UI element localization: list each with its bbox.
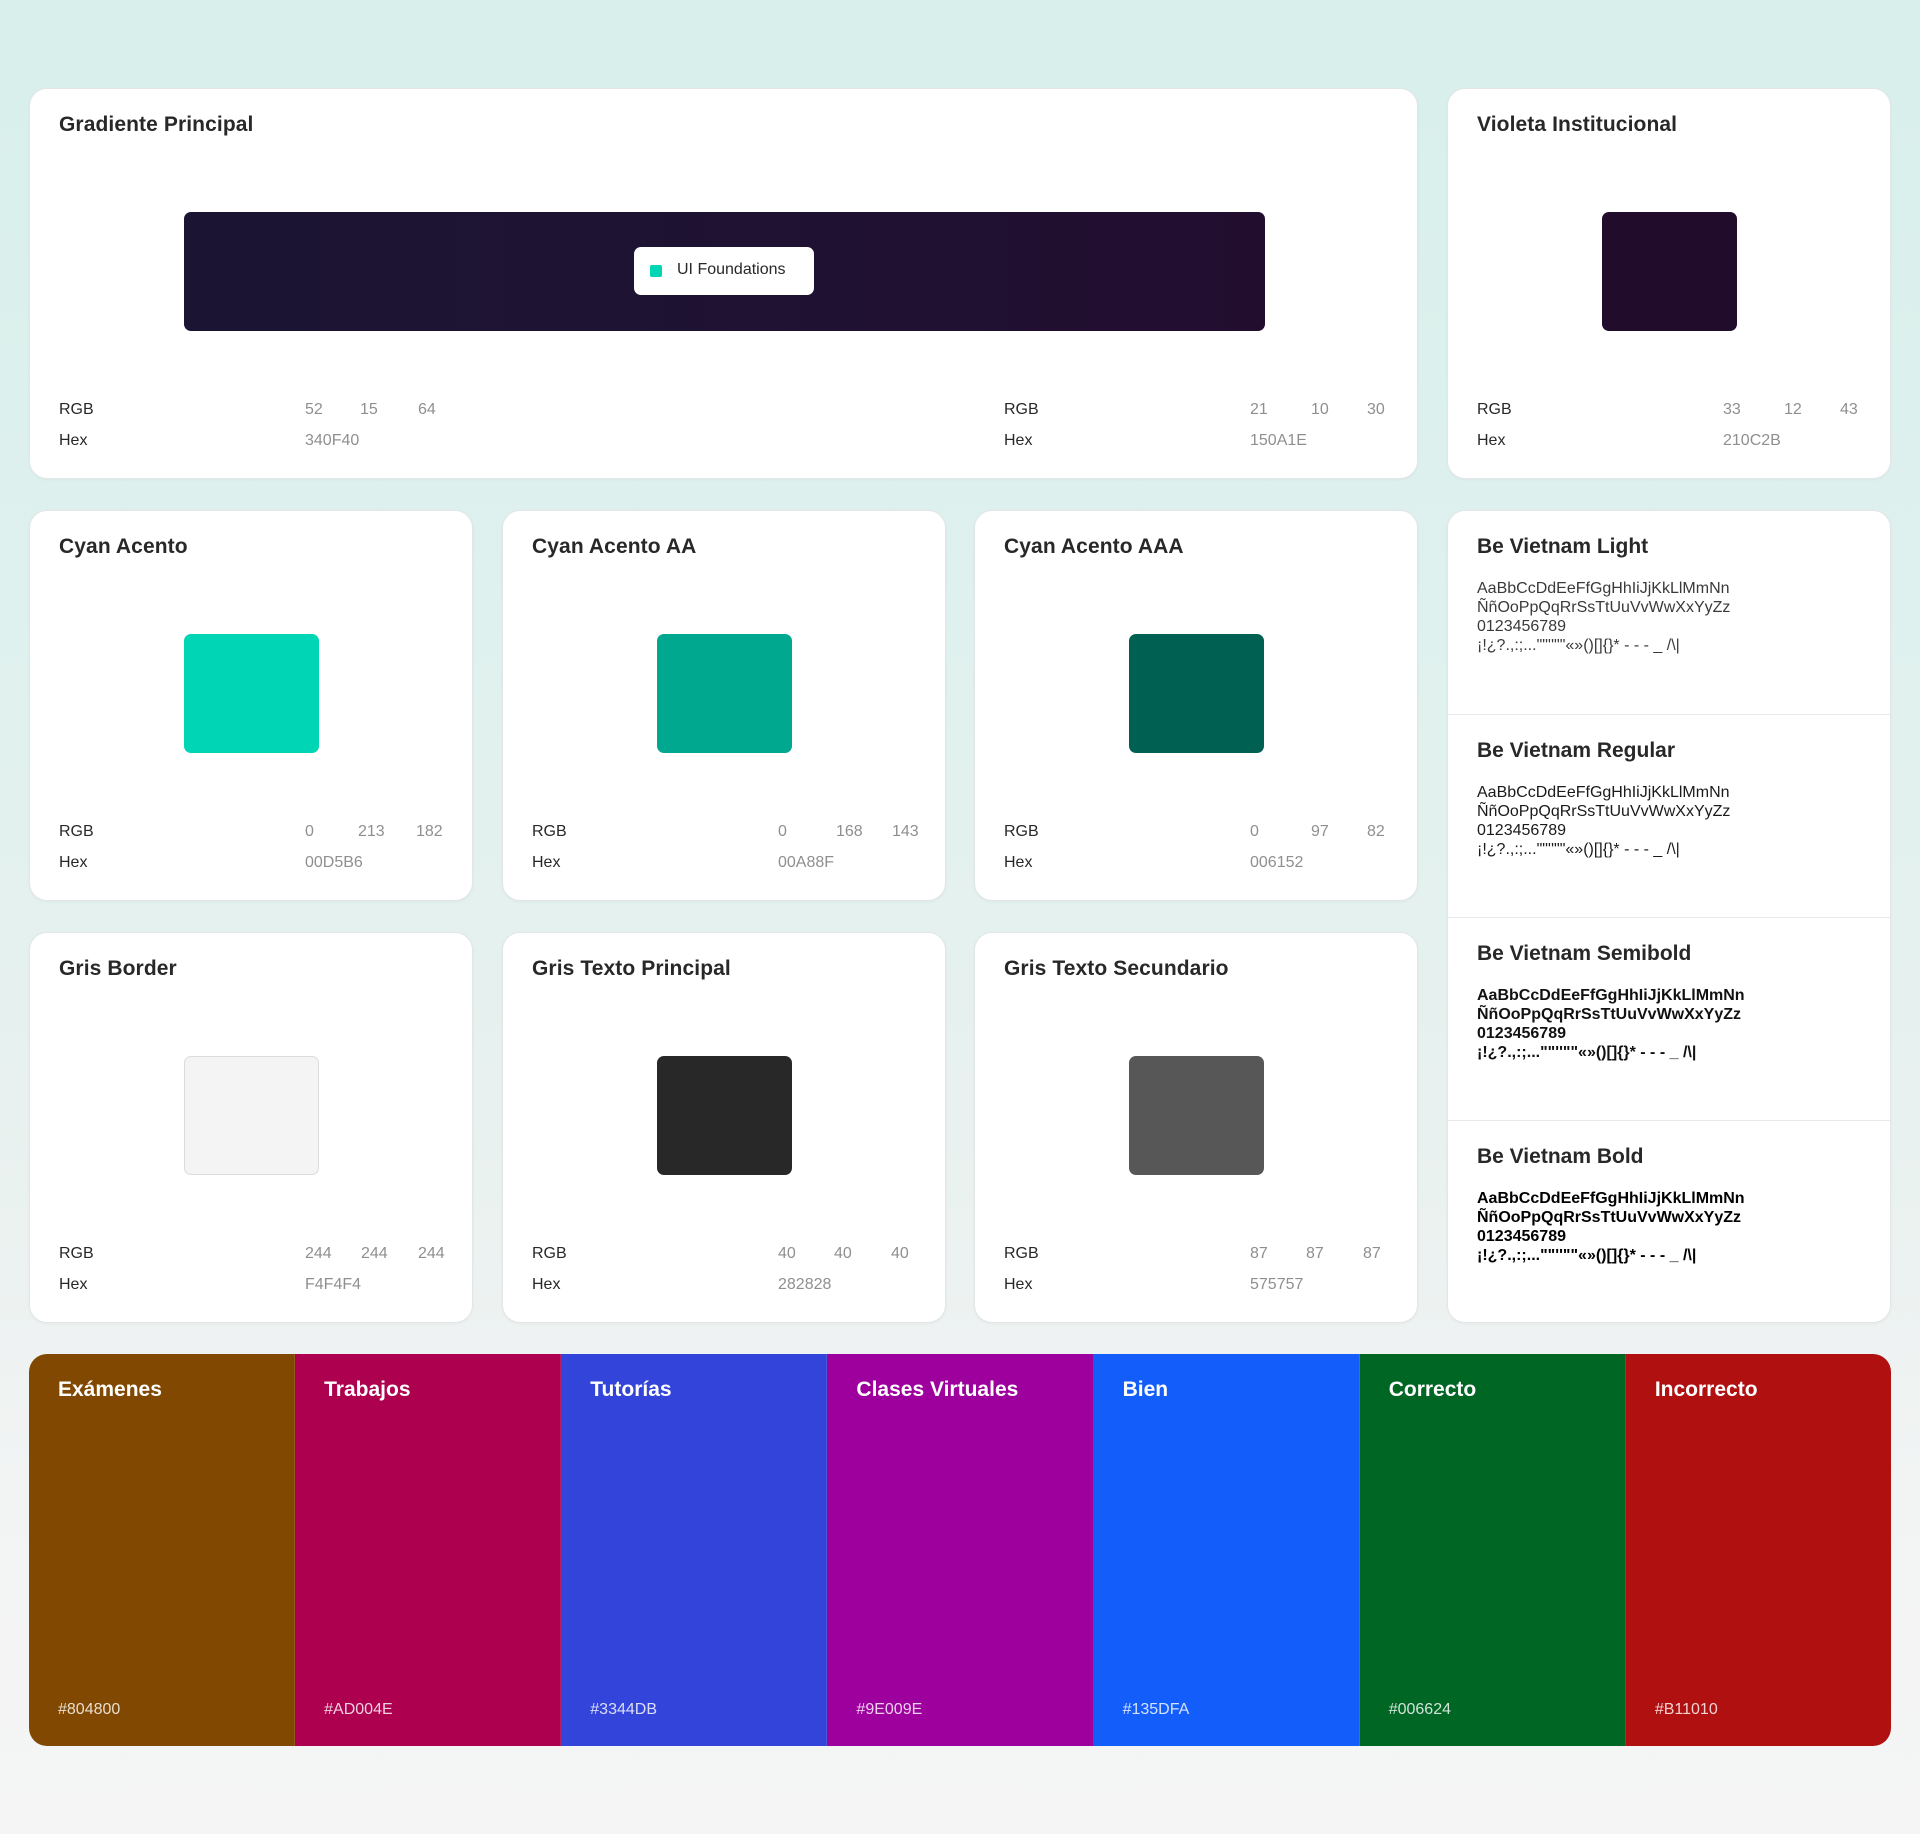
color-card-cyan-aa: Cyan Acento AA RGB 0 168 143 Hex 00A88F	[502, 510, 946, 901]
type-section-bold: Be Vietnam Bold AaBbCcDdEeFfGgHhIiJjKkLl…	[1448, 1121, 1890, 1324]
card-title: Cyan Acento AA	[532, 535, 697, 558]
color-swatch	[184, 1056, 319, 1175]
category-trabajos: Trabajos #AD004E	[295, 1354, 562, 1746]
category-incorrecto: Incorrecto #B11010	[1625, 1354, 1891, 1746]
color-swatch	[1129, 634, 1264, 753]
category-hex: #B11010	[1654, 1701, 1718, 1718]
type-sample: AaBbCcDdEeFfGgHhIiJjKkLlMmNn ÑñOoPpQqRrS…	[1477, 580, 1731, 654]
hex-row: Hex 00A88F	[532, 854, 835, 871]
hex-row: Hex 282828	[532, 1276, 832, 1293]
color-swatch	[1129, 1056, 1264, 1175]
gradient-card: Gradiente Principal UI Foundations RGB 5…	[29, 88, 1418, 479]
type-sample: AaBbCcDdEeFfGgHhIiJjKkLlMmNn ÑñOoPpQqRrS…	[1477, 784, 1731, 858]
hex-row: Hex 210C2B	[1477, 432, 1781, 449]
type-title: Be Vietnam Semibold	[1477, 942, 1692, 965]
category-name: Correcto	[1388, 1378, 1477, 1401]
type-section-regular: Be Vietnam Regular AaBbCcDdEeFfGgHhIiJjK…	[1448, 715, 1890, 918]
type-title: Be Vietnam Regular	[1477, 739, 1676, 762]
rgb-row: RGB 40 40 40	[532, 1245, 909, 1262]
category-name: Clases Virtuales	[856, 1378, 1019, 1401]
category-name: Trabajos	[324, 1378, 411, 1401]
hex-row: Hex 006152	[1004, 854, 1304, 871]
color-swatch	[1602, 212, 1737, 331]
category-hex: #135DFA	[1122, 1701, 1190, 1718]
color-swatch	[184, 634, 319, 753]
category-clases-virtuales: Clases Virtuales #9E009E	[827, 1354, 1094, 1746]
category-hex: #006624	[1388, 1701, 1451, 1718]
card-title: Gradiente Principal	[59, 113, 254, 136]
category-tutorias: Tutorías #3344DB	[561, 1354, 828, 1746]
category-name: Exámenes	[58, 1378, 162, 1401]
color-swatch	[657, 634, 792, 753]
category-hex: #3344DB	[590, 1701, 657, 1718]
card-title: Cyan Acento	[59, 535, 188, 558]
type-sample: AaBbCcDdEeFfGgHhIiJjKkLlMmNn ÑñOoPpQqRrS…	[1477, 1190, 1745, 1264]
rgb-row-start: RGB 52 15 64	[59, 401, 436, 418]
hex-row: Hex F4F4F4	[59, 1276, 362, 1293]
card-title: Gris Texto Principal	[532, 957, 731, 980]
type-section-light: Be Vietnam Light AaBbCcDdEeFfGgHhIiJjKkL…	[1448, 511, 1890, 715]
card-title: Gris Border	[59, 957, 177, 980]
ui-foundations-chip: UI Foundations	[634, 247, 814, 295]
type-title: Be Vietnam Bold	[1477, 1145, 1644, 1168]
color-card-gris-texto-secundario: Gris Texto Secundario RGB 87 87 87 Hex 5…	[974, 932, 1418, 1323]
type-title: Be Vietnam Light	[1477, 535, 1649, 558]
category-name: Incorrecto	[1654, 1378, 1758, 1401]
card-title: Gris Texto Secundario	[1004, 957, 1229, 980]
rgb-row: RGB 244 244 244	[59, 1245, 445, 1262]
cyan-dot-icon	[650, 265, 662, 277]
category-hex: #AD004E	[324, 1701, 393, 1718]
card-title: Cyan Acento AAA	[1004, 535, 1184, 558]
color-card-violeta: Violeta Institucional RGB 33 12 43 Hex 2…	[1447, 88, 1891, 479]
color-swatch	[657, 1056, 792, 1175]
typography-card: Be Vietnam Light AaBbCcDdEeFfGgHhIiJjKkL…	[1447, 510, 1891, 1323]
rgb-row: RGB 0 97 82	[1004, 823, 1385, 840]
rgb-row: RGB 33 12 43	[1477, 401, 1858, 418]
category-hex: #804800	[58, 1701, 121, 1718]
category-bien: Bien #135DFA	[1093, 1354, 1360, 1746]
hex-row: Hex 00D5B6	[59, 854, 363, 871]
color-card-gris-border: Gris Border RGB 244 244 244 Hex F4F4F4	[29, 932, 473, 1323]
hex-row-end: Hex 150A1E	[1004, 432, 1307, 449]
card-title: Violeta Institucional	[1477, 113, 1678, 136]
category-correcto: Correcto #006624	[1359, 1354, 1626, 1746]
rgb-row: RGB 0 213 182	[59, 823, 443, 840]
category-color-strip: Exámenes #804800 Trabajos #AD004E Tutorí…	[29, 1354, 1891, 1746]
type-sample: AaBbCcDdEeFfGgHhIiJjKkLlMmNn ÑñOoPpQqRrS…	[1477, 987, 1745, 1061]
hex-row-start: Hex 340F40	[59, 432, 360, 449]
rgb-row: RGB 0 168 143	[532, 823, 919, 840]
color-card-cyan: Cyan Acento RGB 0 213 182 Hex 00D5B6	[29, 510, 473, 901]
rgb-row: RGB 87 87 87	[1004, 1245, 1381, 1262]
category-examenes: Exámenes #804800	[29, 1354, 296, 1746]
gradient-swatch: UI Foundations	[184, 212, 1265, 331]
rgb-row-end: RGB 21 10 30	[1004, 401, 1385, 418]
color-card-cyan-aaa: Cyan Acento AAA RGB 0 97 82 Hex 006152	[974, 510, 1418, 901]
category-name: Tutorías	[590, 1378, 672, 1401]
chip-label: UI Foundations	[677, 261, 786, 278]
category-hex: #9E009E	[856, 1701, 923, 1718]
hex-row: Hex 575757	[1004, 1276, 1304, 1293]
color-card-gris-texto-principal: Gris Texto Principal RGB 40 40 40 Hex 28…	[502, 932, 946, 1323]
category-name: Bien	[1122, 1378, 1169, 1401]
type-section-semibold: Be Vietnam Semibold AaBbCcDdEeFfGgHhIiJj…	[1448, 918, 1890, 1121]
